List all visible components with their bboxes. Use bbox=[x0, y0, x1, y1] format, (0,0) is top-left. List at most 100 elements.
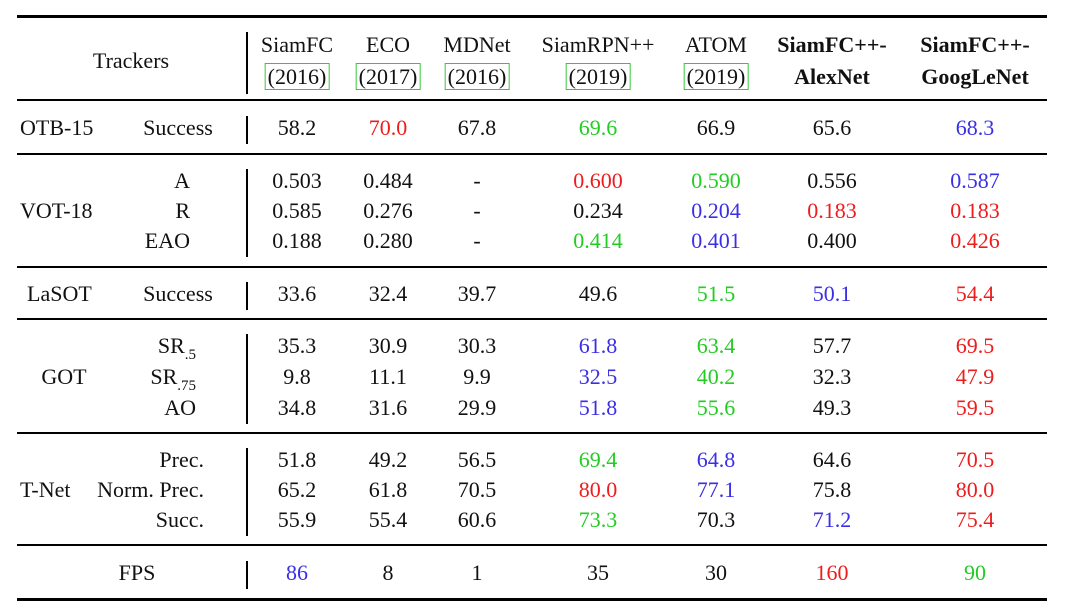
table-cell: 69.5 bbox=[955, 333, 995, 358]
table-cell: 31.6 bbox=[368, 395, 408, 420]
table-cell: 61.8 bbox=[578, 333, 618, 358]
table-cell: - bbox=[473, 168, 481, 193]
table-cell: 70.0 bbox=[368, 115, 408, 140]
table-cell: 30 bbox=[705, 560, 727, 585]
metric-label: Success bbox=[143, 114, 213, 142]
metric-text: Prec. bbox=[159, 447, 204, 472]
table-cell: 49.6 bbox=[578, 281, 618, 306]
table-cell: 32.3 bbox=[812, 364, 852, 389]
year-box: (2019) bbox=[565, 63, 631, 90]
table-cell: 70.3 bbox=[696, 507, 736, 532]
metric-label: Norm. Prec. bbox=[97, 476, 204, 504]
header-tracker-year: (2019) bbox=[565, 63, 631, 91]
header-tracker-name: ATOM bbox=[685, 32, 747, 57]
table-cell: 61.8 bbox=[368, 477, 408, 502]
year-box: (2019) bbox=[683, 63, 749, 90]
table-cell: 65.2 bbox=[277, 477, 317, 502]
table-cell: 32.4 bbox=[368, 281, 408, 306]
table-cell: 0.600 bbox=[573, 168, 623, 193]
metric-label: Succ. bbox=[156, 506, 204, 534]
table-cell: 0.585 bbox=[272, 198, 322, 223]
header-tracker-year: (2016) bbox=[444, 63, 510, 91]
header-tracker-year: (2019) bbox=[683, 63, 749, 91]
table-cell: 55.9 bbox=[277, 507, 317, 532]
table-cell: 70.5 bbox=[955, 447, 995, 472]
table-cell: 34.8 bbox=[277, 395, 317, 420]
table-cell: 50.1 bbox=[812, 281, 852, 306]
table-cell: 0.234 bbox=[573, 198, 623, 223]
table-cell: 69.6 bbox=[578, 115, 618, 140]
table-rule bbox=[17, 266, 1047, 268]
table-cell: 33.6 bbox=[277, 281, 317, 306]
benchmark-label: OTB-15 bbox=[20, 115, 94, 140]
metric-text: A bbox=[174, 168, 190, 193]
table-rule bbox=[17, 432, 1047, 434]
table-cell: 49.3 bbox=[812, 395, 852, 420]
table-cell: 0.590 bbox=[691, 168, 741, 193]
table-cell: 75.4 bbox=[955, 507, 995, 532]
metric-label: AO bbox=[164, 394, 196, 422]
metric-text: Success bbox=[143, 281, 213, 306]
metric-label: Success bbox=[143, 280, 213, 308]
table-cell: 11.1 bbox=[369, 364, 407, 389]
table-cell: 0.204 bbox=[691, 198, 741, 223]
table-cell: 0.426 bbox=[950, 228, 1000, 253]
header-tracker-year: GoogLeNet bbox=[921, 64, 1029, 89]
table-cell: 51.8 bbox=[578, 395, 618, 420]
table-cell: 0.400 bbox=[807, 228, 857, 253]
table-cell: 57.7 bbox=[812, 333, 852, 358]
benchmark-label: LaSOT bbox=[27, 281, 92, 306]
table-cell: 60.6 bbox=[457, 507, 497, 532]
table-cell: - bbox=[473, 228, 481, 253]
header-tracker-year: AlexNet bbox=[794, 64, 870, 89]
column-separator bbox=[246, 561, 248, 589]
table-rule bbox=[17, 598, 1047, 601]
table-cell: 77.1 bbox=[696, 477, 736, 502]
table-cell: 86 bbox=[286, 560, 308, 585]
header-tracker-name: SiamFC bbox=[260, 32, 334, 57]
metric-label: R bbox=[175, 197, 190, 225]
table-rule bbox=[17, 153, 1047, 155]
table-cell: 58.2 bbox=[277, 115, 317, 140]
header-tracker-name: SiamRPN++ bbox=[541, 32, 655, 57]
table-cell: 75.8 bbox=[812, 477, 852, 502]
table-cell: 9.9 bbox=[463, 364, 491, 389]
metric-label: EAO bbox=[145, 227, 190, 255]
table-cell: 80.0 bbox=[578, 477, 618, 502]
table-cell: 0.276 bbox=[363, 198, 413, 223]
metric-text: Succ. bbox=[155, 507, 204, 532]
table-cell: 8 bbox=[382, 560, 394, 585]
table-cell: 51.8 bbox=[277, 447, 317, 472]
header-tracker-year: (2016) bbox=[264, 63, 330, 91]
table-cell: 30.3 bbox=[457, 333, 497, 358]
table-cell: 0.188 bbox=[272, 228, 322, 253]
table-cell: 39.7 bbox=[457, 281, 497, 306]
table-cell: 64.8 bbox=[696, 447, 736, 472]
table-cell: 9.8 bbox=[283, 364, 311, 389]
year-box: (2016) bbox=[444, 63, 510, 90]
table-cell: 56.5 bbox=[457, 447, 497, 472]
table-cell: 0.503 bbox=[272, 168, 322, 193]
column-separator bbox=[246, 448, 248, 536]
table-cell: 47.9 bbox=[955, 364, 995, 389]
column-separator bbox=[246, 116, 248, 144]
column-separator bbox=[246, 282, 248, 310]
table-cell: 73.3 bbox=[578, 507, 618, 532]
table-cell: 70.5 bbox=[457, 477, 497, 502]
column-separator bbox=[246, 334, 248, 424]
benchmark-label: GOT bbox=[41, 364, 87, 389]
metric-label: Prec. bbox=[159, 446, 204, 474]
header-tracker-name: SiamFC++- bbox=[920, 32, 1030, 57]
metric-text: SR bbox=[150, 364, 178, 389]
table-cell: 0.183 bbox=[807, 198, 857, 223]
header-tracker-name: MDNet bbox=[443, 32, 511, 57]
table-cell: 80.0 bbox=[955, 477, 995, 502]
metric-text: EAO bbox=[144, 228, 190, 253]
metric-label: SR.75 bbox=[150, 363, 196, 400]
table-cell: 63.4 bbox=[696, 333, 736, 358]
table-cell: 35.3 bbox=[277, 333, 317, 358]
benchmark-label: FPS bbox=[118, 560, 156, 585]
table-cell: 29.9 bbox=[457, 395, 497, 420]
table-cell: 54.4 bbox=[955, 281, 995, 306]
